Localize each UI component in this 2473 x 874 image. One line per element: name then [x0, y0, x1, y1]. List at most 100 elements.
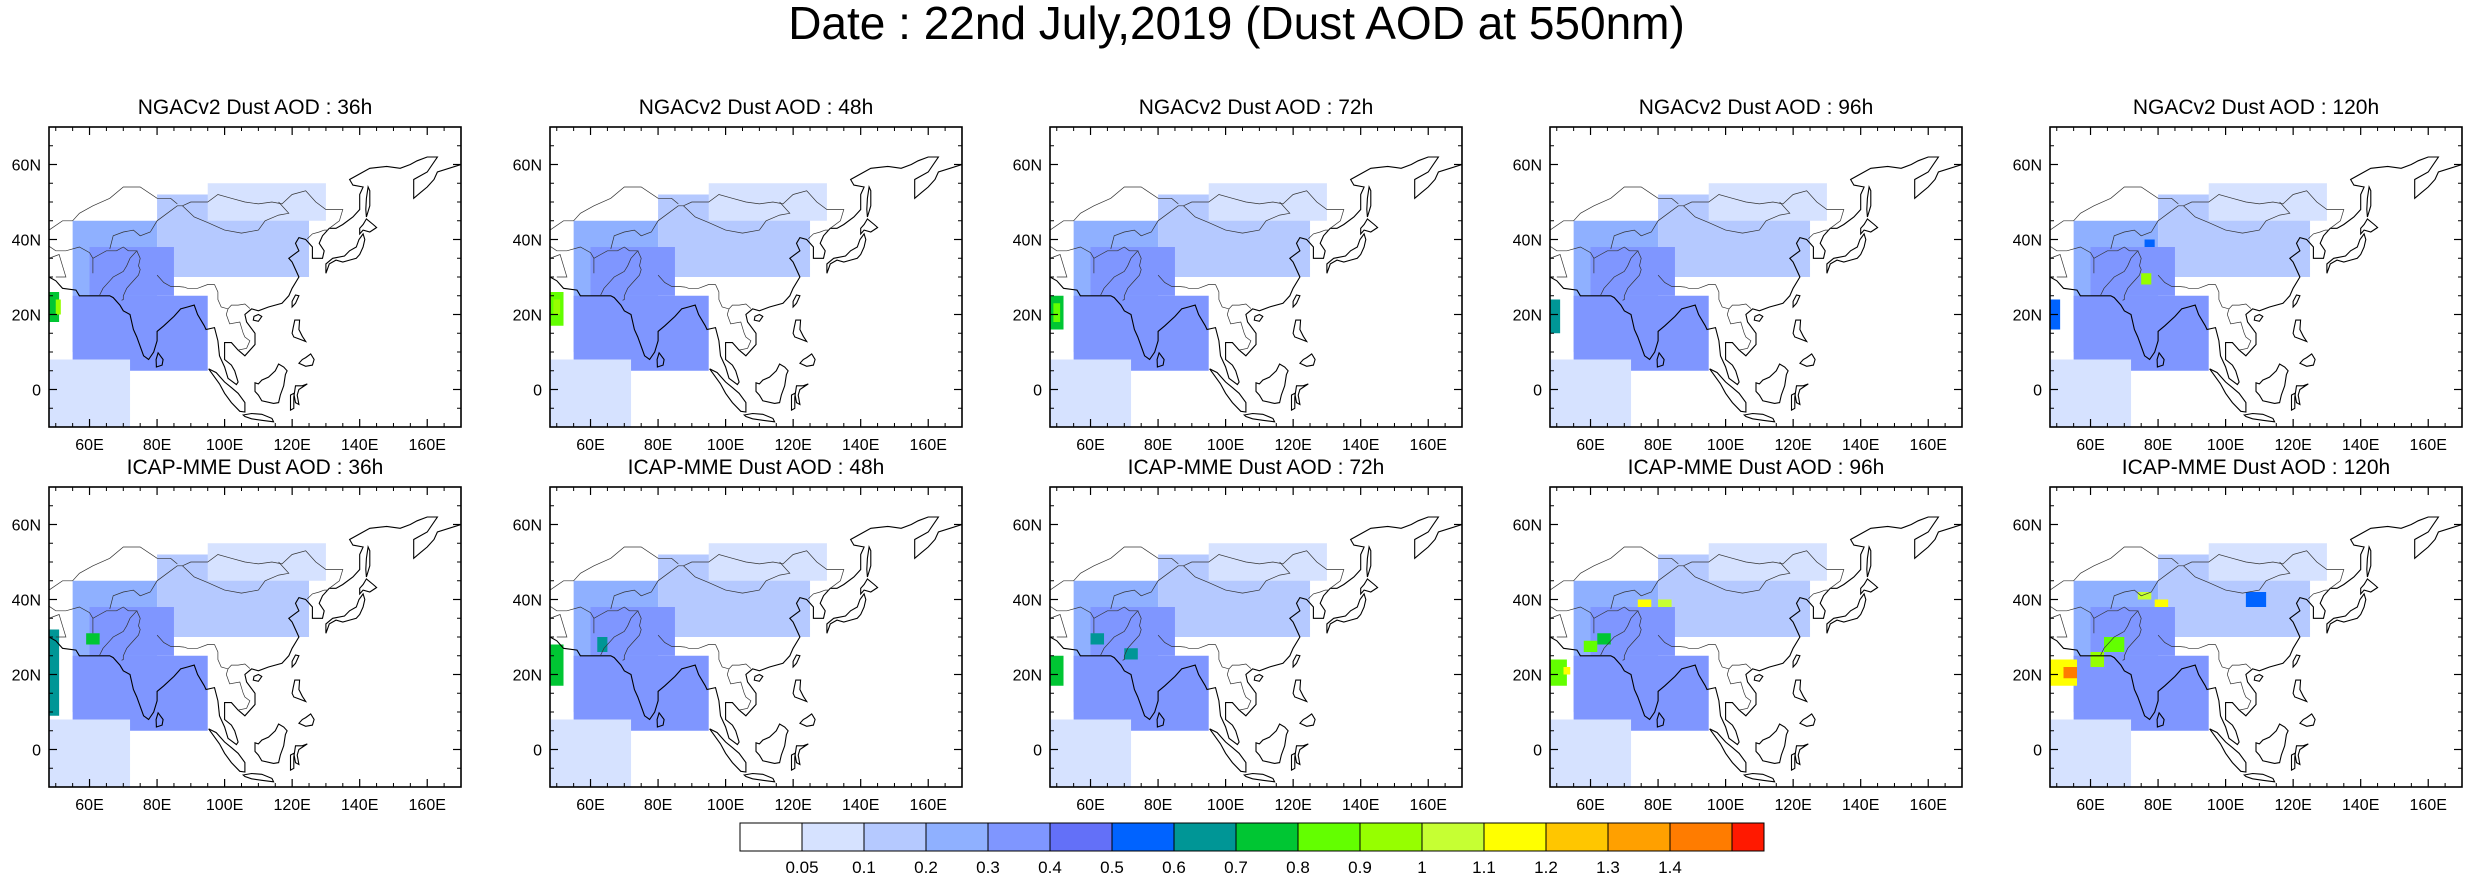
coastline [1292, 294, 1301, 309]
lon-tick-label: 120E [2274, 797, 2311, 814]
lon-tick-label: 120E [774, 797, 811, 814]
coastline [1860, 578, 1879, 596]
coastline [252, 673, 263, 682]
aod-cell [2090, 607, 2175, 656]
country-border [92, 246, 138, 274]
lon-tick-label: 80E [2144, 797, 2172, 814]
map-panel: ICAP-MME Dust AOD : 36h 60E 80E 100E 120E 140… [12, 456, 462, 814]
lat-tick-label: 40N [1513, 593, 1542, 610]
aod-cell [1073, 655, 1209, 731]
aod-cell [1050, 719, 1132, 787]
lon-tick-label: 160E [409, 437, 446, 454]
colorbar-label: 0.5 [1100, 858, 1124, 874]
coastline [1290, 743, 1309, 772]
panel-title: ICAP-MME Dust AOD : 96h [1628, 456, 1885, 479]
aod-cell [1208, 543, 1327, 581]
lon-tick-label: 100E [707, 437, 744, 454]
country-border [1093, 246, 1139, 274]
coastline [2156, 711, 2165, 728]
panel-title: NGACv2 Dust AOD : 36h [138, 96, 373, 119]
country-border [92, 606, 138, 634]
coastline [798, 713, 816, 727]
country-border [726, 668, 752, 711]
lon-tick-label: 80E [143, 437, 171, 454]
lon-tick-label: 100E [206, 797, 243, 814]
coastline [860, 218, 879, 236]
country-border [307, 589, 328, 599]
coastline [755, 363, 789, 404]
country-border [1622, 250, 1642, 301]
lon-tick-label: 160E [2410, 797, 2447, 814]
country-border [1683, 550, 1845, 589]
coastline [2298, 713, 2316, 727]
lon-tick-label: 140E [1842, 437, 1879, 454]
lat-tick-label: 60N [12, 518, 41, 535]
lat-tick-label: 0 [32, 743, 41, 760]
aod-cell [1597, 633, 1611, 645]
coastline [790, 383, 809, 412]
country-border [1657, 274, 1686, 288]
country-border [1808, 589, 1829, 599]
aod-cell [1073, 295, 1209, 371]
aod-field [1550, 543, 1827, 787]
aod-field [49, 183, 326, 427]
coastline [866, 545, 872, 578]
country-border [182, 190, 344, 229]
aod-field [49, 543, 326, 787]
aod-cell [553, 299, 561, 315]
aod-cell [2245, 592, 2267, 607]
country-border [214, 284, 251, 310]
lat-tick-label: 20N [12, 308, 41, 325]
coastlines [49, 487, 461, 783]
aod-field [2050, 183, 2327, 427]
country-border [1050, 546, 1179, 591]
lon-tick-label: 120E [273, 797, 310, 814]
lon-tick-label: 140E [1342, 437, 1379, 454]
country-border [1183, 201, 1291, 234]
aod-cell [1637, 599, 1652, 607]
country-border [225, 308, 251, 351]
country-border [99, 272, 121, 296]
colorbar-box [1731, 822, 1765, 852]
aod-cell [2154, 599, 2169, 607]
country-border [2157, 634, 2186, 648]
lon-tick-label: 60E [75, 797, 103, 814]
aod-cell [1124, 648, 1138, 660]
country-border [715, 284, 752, 310]
country-border [1683, 201, 1791, 234]
aod-cell [55, 299, 61, 315]
coastline [208, 368, 246, 413]
country-border [1684, 284, 1716, 289]
lon-tick-label: 120E [1774, 797, 1811, 814]
lon-tick-label: 160E [1410, 437, 1447, 454]
country-border [2184, 644, 2216, 649]
lat-tick-label: 60N [1013, 158, 1042, 175]
country-border [2226, 308, 2252, 351]
country-border [2183, 201, 2291, 234]
coastline [359, 578, 378, 596]
colorbar-box [739, 822, 803, 852]
lat-tick-label: 60N [1013, 518, 1042, 535]
country-border [550, 254, 568, 278]
coastline [1550, 127, 1962, 386]
panel-title: NGACv2 Dust AOD : 120h [2133, 96, 2379, 119]
country-border [1122, 610, 1142, 661]
lon-tick-label: 80E [143, 797, 171, 814]
country-border [1100, 632, 1122, 656]
country-border [1726, 668, 1752, 711]
aod-cell [89, 607, 174, 656]
lon-tick-label: 160E [1910, 437, 1947, 454]
coastline [1360, 578, 1379, 596]
aod-cell [1050, 359, 1132, 427]
map-panel: NGACv2 Dust AOD : 36h 60E 80E 100E 120E 140E 1… [12, 96, 462, 454]
lon-tick-label: 100E [1207, 797, 1244, 814]
country-border [182, 550, 344, 589]
country-borders [49, 546, 344, 711]
coastline [2366, 545, 2372, 578]
coastline [297, 713, 315, 727]
coastline [1292, 654, 1301, 669]
lat-tick-label: 60N [1513, 518, 1542, 535]
coastline [1755, 723, 1789, 764]
lat-tick-label: 20N [12, 668, 41, 685]
lat-tick-label: 40N [513, 593, 542, 610]
